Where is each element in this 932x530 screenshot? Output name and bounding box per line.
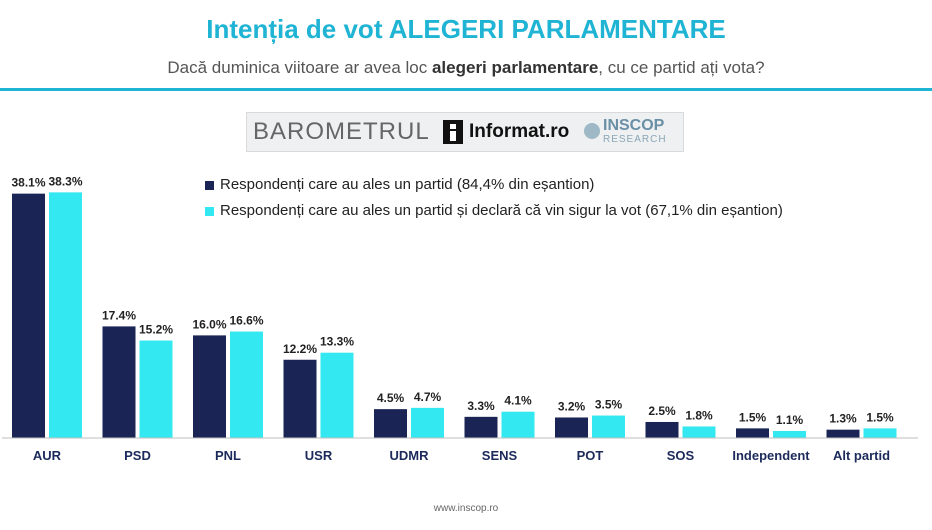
data-label-sens-series-2: 4.1%: [504, 394, 532, 408]
header-divider: [0, 88, 932, 91]
x-tick-label-sos: SOS: [667, 448, 695, 463]
bar-chart: 38.1% 38.3% AUR 17.4%15.2% PSD 16.0% 16.6% PNL 1…: [2, 174, 918, 463]
chart-title: Intenția de vot ALEGERI PARLAMENTARE: [206, 14, 726, 44]
x-tick-label-psd: PSD: [124, 448, 151, 463]
informat-wordmark: Informat.ro: [469, 121, 570, 142]
chart-subtitle: Dacă duminica viitoare ar avea loc alege…: [0, 58, 932, 78]
bar-udmr-series-1: [374, 409, 407, 438]
data-label-sos-series-1: 2.5%: [648, 404, 676, 418]
subtitle-pre: Dacă duminica viitoare ar avea loc: [167, 58, 432, 77]
data-label-usr-series-1: 12.2%: [283, 342, 317, 356]
bar-alt-partid-series-2: [863, 428, 897, 438]
data-label-pot-series-1: 3.2%: [558, 399, 586, 413]
bar-independent-series-1: [736, 428, 769, 438]
bar-psd-series-1: [102, 326, 136, 438]
sponsor-banner: BAROMETRUL Informat.ro INSCOP RESEARCH: [246, 112, 684, 152]
x-tick-label-pot: POT: [577, 448, 604, 463]
data-label-udmr-series-2: 4.7%: [414, 390, 442, 404]
bar-pnl-series-2: [230, 331, 263, 438]
inscop-wordmark: INSCOP: [603, 117, 665, 134]
data-label-independent-series-1: 1.5%: [739, 410, 767, 424]
data-label-sens-series-1: 3.3%: [467, 399, 495, 413]
data-label-pnl-series-1: 16.0%: [192, 317, 226, 331]
data-label-aur-series-2: 38.3%: [48, 174, 82, 188]
data-label-alt-partid-series-1: 1.3%: [829, 412, 857, 426]
data-label-aur-series-1: 38.1%: [11, 176, 45, 190]
legend-swatch-series-1: [205, 181, 214, 190]
bar-alt-partid-series-1: [826, 429, 860, 438]
legend-label-series-1: Respondenți care au ales un partid (84,4…: [220, 176, 595, 193]
x-tick-label-independent: Independent: [732, 448, 810, 463]
legend-label-series-2: Respondenți care au ales un partid și de…: [220, 202, 783, 219]
bar-sos-series-1: [645, 421, 679, 438]
data-label-independent-series-2: 1.1%: [776, 413, 804, 427]
bar-pot-series-1: [555, 417, 588, 438]
bar-sens-series-2: [501, 411, 535, 438]
bar-aur-series-2: [49, 192, 82, 438]
x-tick-label-aur: AUR: [33, 448, 62, 463]
x-tick-label-udmr: UDMR: [390, 448, 430, 463]
data-label-pot-series-2: 3.5%: [595, 398, 623, 412]
bar-usr-series-1: [283, 359, 317, 438]
data-label-alt-partid-series-2: 1.5%: [866, 410, 894, 424]
inscop-logo-icon: [584, 123, 600, 139]
data-label-psd-series-1: 17.4%: [102, 308, 136, 322]
legend-swatch-series-2: [205, 207, 214, 216]
barometrul-wordmark: BAROMETRUL: [253, 118, 430, 145]
bar-usr-series-2: [320, 352, 354, 438]
bar-udmr-series-2: [411, 407, 444, 438]
data-label-pnl-series-2: 16.6%: [229, 314, 263, 328]
bar-psd-series-2: [139, 340, 173, 438]
bar-sens-series-1: [464, 416, 498, 438]
subtitle-post: , cu ce partid ați vota?: [598, 58, 765, 77]
x-tick-label-pnl: PNL: [215, 448, 241, 463]
bar-independent-series-2: [773, 430, 806, 438]
data-label-psd-series-2: 15.2%: [139, 323, 173, 337]
subtitle-bold: alegeri parlamentare: [431, 58, 599, 77]
data-label-usr-series-2: 13.3%: [320, 335, 354, 349]
x-tick-label-sens: SENS: [482, 448, 518, 463]
inscop-research-wordmark: RESEARCH: [603, 134, 667, 145]
x-tick-label-usr: USR: [305, 448, 333, 463]
bar-pot-series-2: [592, 415, 625, 438]
data-label-sos-series-2: 1.8%: [685, 408, 713, 422]
bar-aur-series-1: [12, 193, 45, 438]
informat-logo-icon: [443, 120, 463, 144]
footer-url: www.inscop.ro: [433, 503, 499, 514]
data-label-udmr-series-1: 4.5%: [377, 391, 405, 405]
bar-pnl-series-1: [193, 335, 226, 438]
x-tick-label-alt-partid: Alt partid: [833, 448, 890, 463]
bar-sos-series-2: [682, 426, 716, 438]
